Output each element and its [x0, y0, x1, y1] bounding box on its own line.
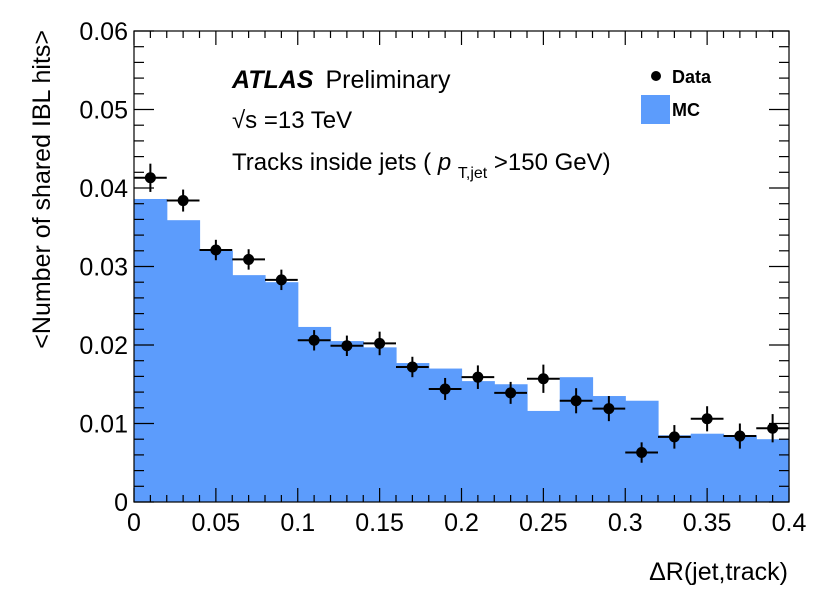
data-point [723, 423, 757, 449]
legend-data-label: Data [672, 67, 712, 87]
y-tick-label: 0.06 [79, 18, 128, 46]
energy-value-text: =13 TeV [264, 107, 352, 134]
tracks-subscript-text: T,jet [458, 165, 488, 182]
svg-text:ATLAS Preliminary: ATLAS Preliminary [231, 66, 451, 94]
tracks-p-text: p [437, 149, 451, 176]
x-tick-label: 0.05 [192, 509, 241, 537]
mc-bar [134, 198, 168, 503]
data-point [658, 425, 691, 449]
sqrt-s-text: √s [232, 107, 257, 134]
data-marker [374, 337, 386, 349]
data-point [592, 396, 626, 422]
mc-bar [199, 250, 233, 502]
data-point [494, 381, 527, 404]
data-marker [308, 334, 320, 346]
legend-mc-label: MC [672, 100, 700, 120]
data-marker [144, 172, 156, 184]
atlas-label: ATLAS Preliminary √s =13 TeV Tracks insi… [231, 66, 611, 184]
data-marker [570, 395, 582, 407]
data-point [199, 239, 233, 261]
data-point [232, 249, 265, 270]
x-axis-label: ΔR(jet,track) [649, 558, 788, 586]
data-marker [505, 387, 517, 399]
y-axis-label: <Number of shared IBL hits> [28, 30, 56, 349]
x-tick-label: 0.2 [444, 509, 479, 537]
x-tick-label: 0.35 [683, 509, 732, 537]
data-marker [537, 373, 549, 385]
data-points [134, 163, 789, 463]
data-point [265, 269, 298, 291]
data-point [134, 163, 167, 192]
mc-bar [166, 220, 201, 502]
x-tick-label: 0.1 [280, 509, 315, 537]
data-marker [472, 371, 484, 383]
data-marker [636, 447, 648, 459]
svg-text:√s =13 TeV: √s =13 TeV [232, 107, 352, 134]
mc-histogram [134, 198, 790, 503]
y-tick-label: 0.03 [79, 254, 128, 282]
data-point [690, 406, 724, 432]
mc-bar [297, 326, 332, 502]
mc-bar [265, 282, 299, 502]
data-marker [275, 274, 287, 286]
data-point [625, 442, 658, 463]
x-tick-label: 0.4 [772, 509, 807, 537]
data-point [166, 189, 200, 212]
x-tick-label: 0.25 [519, 509, 568, 537]
legend-data-marker [651, 71, 661, 81]
data-point [461, 365, 495, 389]
data-marker [341, 340, 353, 352]
data-point [363, 331, 396, 356]
data-point [756, 414, 789, 443]
data-marker [210, 244, 222, 256]
mc-bar [396, 363, 430, 502]
y-tick-label: 0.04 [79, 175, 128, 203]
x-tick-label: 0.15 [355, 509, 404, 537]
y-tick-label: 0 [114, 489, 128, 517]
tracks-prefix-text: Tracks inside jets ( [232, 149, 431, 176]
data-marker [668, 431, 680, 443]
y-axis: 0 0.01 0.02 0.03 0.04 0.05 0.06 [79, 18, 789, 517]
data-point [297, 330, 331, 351]
data-marker [243, 253, 255, 265]
mc-bar [232, 275, 266, 502]
y-tick-label: 0.01 [79, 411, 128, 439]
data-point [527, 364, 560, 393]
mc-bar [527, 410, 561, 502]
data-marker [734, 430, 746, 442]
data-marker [439, 383, 451, 395]
mc-bar [330, 341, 364, 502]
data-point [428, 377, 462, 400]
x-axis: 0 0.05 0.1 0.15 0.2 0.25 0.3 0.35 0.4 [127, 31, 806, 537]
data-marker [406, 361, 418, 373]
data-point [330, 335, 364, 356]
data-point [396, 356, 429, 378]
mc-bar [363, 347, 397, 502]
atlas-logo-text: ATLAS [231, 66, 314, 94]
tracks-suffix-text: >150 GeV) [494, 149, 611, 176]
mc-bar [461, 381, 495, 502]
x-tick-label: 0.3 [608, 509, 643, 537]
y-tick-label: 0.02 [79, 332, 128, 360]
legend-mc-marker [641, 95, 670, 124]
preliminary-text: Preliminary [325, 66, 451, 94]
svg-text:Tracks inside jets ( p: Tracks inside jets ( p T,jet >150 GeV) [232, 149, 611, 184]
data-marker [767, 422, 779, 434]
legend: Data MC [641, 67, 712, 124]
data-marker [701, 413, 713, 425]
x-tick-label: 0 [127, 509, 141, 537]
y-tick-label: 0.05 [79, 97, 128, 125]
data-marker [603, 403, 615, 415]
data-point [559, 388, 593, 414]
data-marker [177, 195, 189, 207]
